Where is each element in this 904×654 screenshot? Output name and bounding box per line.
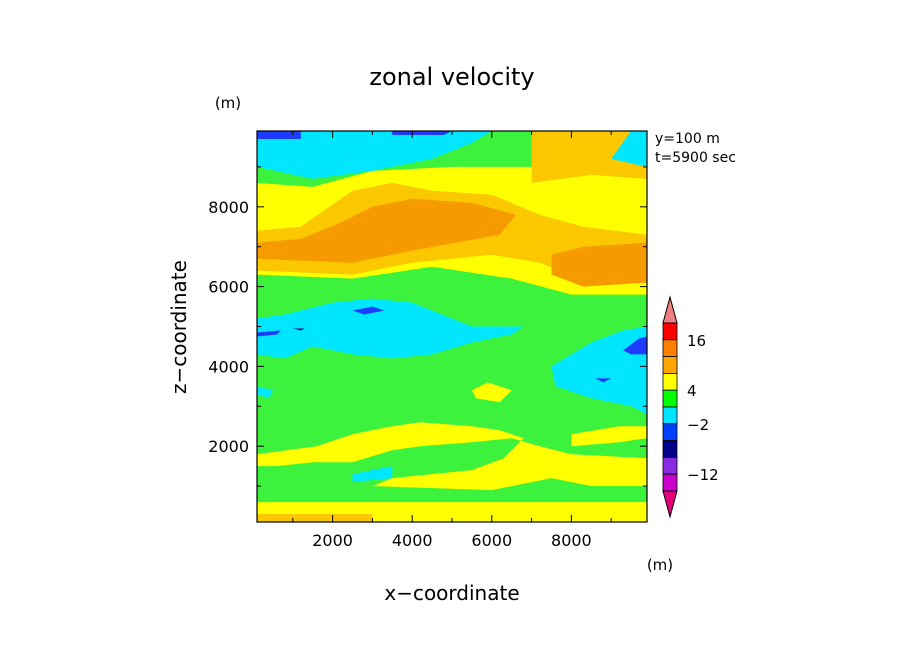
axis-ticks: 2000 4000 6000 8000 2000 4000 6000 8000: [208, 131, 647, 550]
x-tick-label: 8000: [551, 531, 592, 550]
contour-region-cyan: [257, 386, 273, 399]
contour-region-orange: [257, 514, 373, 522]
colorbar-bottom-arrow: [662, 490, 678, 519]
colorbar-top-arrow: [662, 295, 678, 324]
colorbar: 16 4 −2 −12: [662, 295, 719, 519]
colorbar-label: −12: [687, 466, 719, 484]
x-tick-label: 4000: [392, 531, 433, 550]
colorbar-swatch: [662, 423, 678, 441]
contour-region-cyan: [257, 131, 492, 179]
contour-region-blue: [257, 131, 301, 139]
y-axis-label: z−coordinate: [167, 260, 191, 394]
colorbar-swatch: [662, 339, 678, 357]
contour-regions: [257, 131, 647, 522]
y-tick-label: 6000: [208, 278, 249, 297]
colorbar-swatch: [662, 322, 678, 341]
contour-region-cyan: [257, 298, 524, 359]
contour-region-darkorange: [551, 242, 647, 287]
contour-region-yellow: [571, 426, 647, 447]
annotation-t: t=5900 sec: [655, 150, 736, 166]
colorbar-swatch: [662, 456, 678, 475]
colorbar-swatch: [662, 372, 678, 391]
contour-region-blue: [392, 131, 452, 135]
contour-region-cyan: [551, 326, 647, 415]
contour-region-yellow: [471, 382, 512, 403]
colorbar-swatch: [662, 389, 678, 408]
y-tick-label: 2000: [208, 437, 249, 456]
annotation-y: y=100 m: [655, 131, 720, 147]
y-unit-label: (m): [215, 94, 241, 112]
contour-region-blue: [595, 378, 612, 383]
contour-region-cyan: [352, 466, 393, 483]
contour-region-blue: [623, 336, 647, 355]
contour-region-cyan: [611, 131, 647, 167]
contour-region-yellow: [257, 422, 647, 491]
colorbar-unit-label: (m): [647, 556, 673, 574]
colorbar-label: 4: [687, 382, 697, 400]
colorbar-label: −2: [687, 416, 709, 434]
x-axis-label: x−coordinate: [384, 581, 519, 605]
contour-region-darkorange: [257, 198, 516, 263]
contour-region-blue: [352, 306, 385, 315]
chart-title: zonal velocity: [369, 63, 534, 91]
x-tick-label: 2000: [312, 531, 353, 550]
colorbar-swatch: [662, 440, 678, 458]
y-tick-label: 8000: [208, 198, 249, 217]
colorbar-swatch: [662, 356, 678, 374]
y-tick-label: 4000: [208, 357, 249, 376]
colorbar-label: 16: [687, 332, 706, 350]
contour-region-blue: [257, 330, 281, 337]
contour-region-orange: [531, 131, 647, 183]
contour-region-navy: [292, 328, 305, 331]
colorbar-swatch: [662, 473, 678, 492]
plot-area: [257, 131, 647, 522]
colorbar-swatch: [662, 406, 678, 425]
x-tick-label: 6000: [471, 531, 512, 550]
